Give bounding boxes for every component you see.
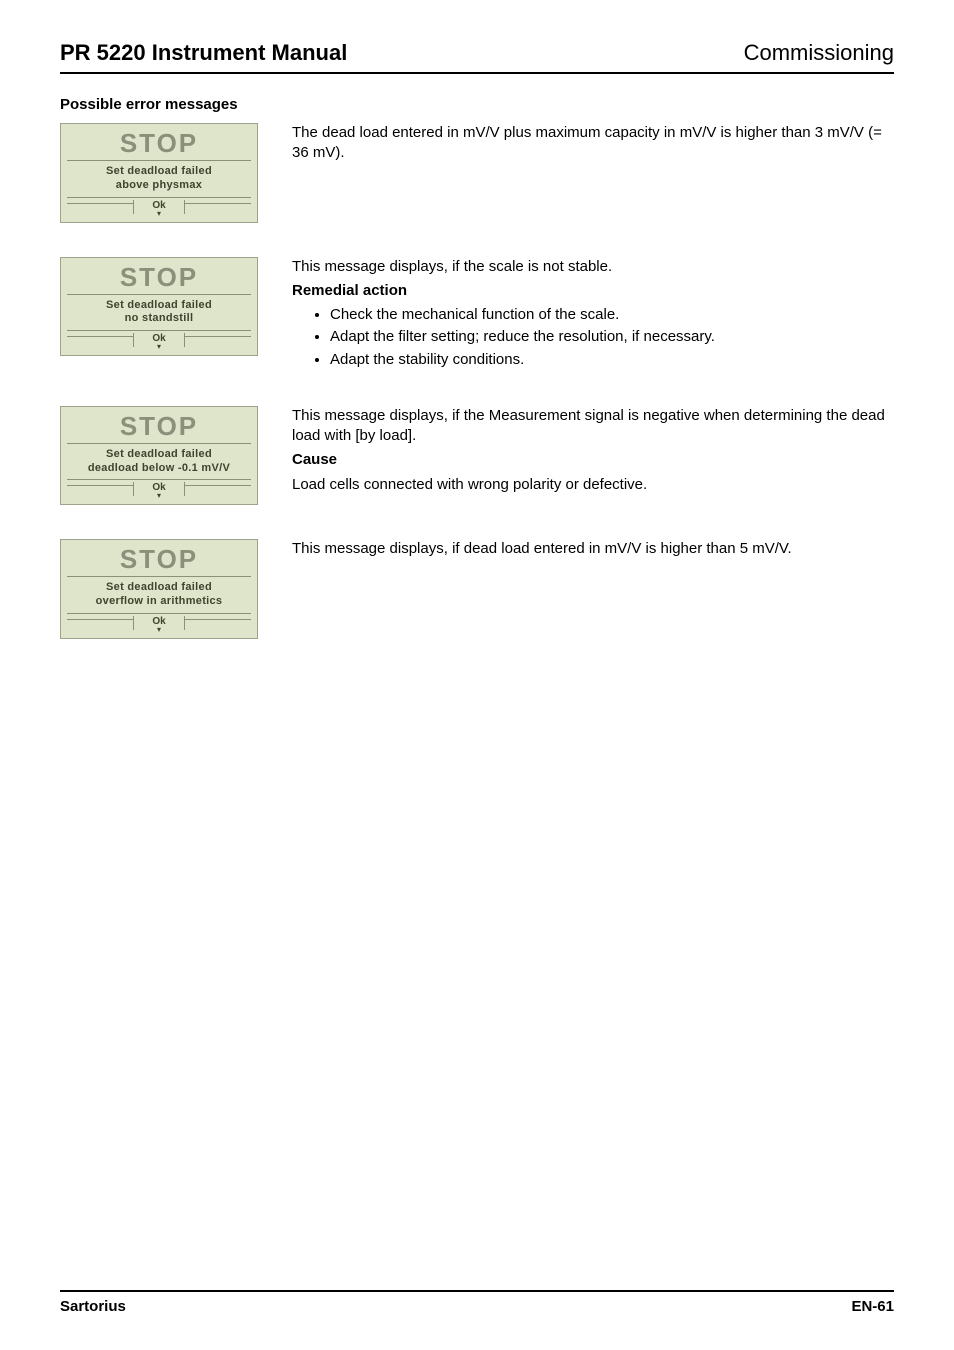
lcd-divider (67, 576, 251, 577)
chevron-down-icon: ▾ (157, 493, 161, 499)
lcd-message-line: above physmax (116, 179, 202, 191)
footer-rule (60, 1290, 894, 1292)
lcd-divider (67, 197, 251, 198)
lcd-softkey-row: Ok ▾ (67, 333, 251, 351)
page-header: PR 5220 Instrument Manual Commissioning (60, 40, 894, 74)
error-subhead: Cause (292, 450, 894, 470)
lcd-stop-label: STOP (61, 130, 257, 158)
lcd-panel: STOP Set deadload failed no standstill O… (60, 257, 258, 357)
footer-row: Sartorius EN-61 (60, 1298, 894, 1315)
lcd-divider (67, 613, 251, 614)
lcd-message-line: Set deadload failed (106, 448, 212, 460)
error-row: STOP Set deadload failed deadload below … (60, 406, 894, 506)
error-text: This message displays, if dead load ente… (292, 539, 894, 559)
cause-text: Load cells connected with wrong polarity… (292, 475, 894, 495)
lcd-divider (67, 330, 251, 331)
error-panel-col: STOP Set deadload failed no standstill O… (60, 257, 270, 357)
error-text: This message displays, if the scale is n… (292, 257, 894, 277)
ok-softkey[interactable]: Ok ▾ (133, 200, 185, 214)
footer-page: EN-61 (851, 1298, 894, 1315)
lcd-softkey-row: Ok ▾ (67, 482, 251, 500)
chevron-down-icon: ▾ (157, 344, 161, 350)
lcd-softkey-row: Ok ▾ (67, 200, 251, 218)
error-row: STOP Set deadload failed overflow in ari… (60, 539, 894, 639)
lcd-message: Set deadload failed deadload below -0.1 … (61, 446, 257, 478)
lcd-stop-label: STOP (61, 413, 257, 441)
section-title: Possible error messages (60, 96, 894, 113)
error-panel-col: STOP Set deadload failed deadload below … (60, 406, 270, 506)
ok-softkey[interactable]: Ok ▾ (133, 482, 185, 496)
error-panel-col: STOP Set deadload failed above physmax O… (60, 123, 270, 223)
lcd-message: Set deadload failed above physmax (61, 163, 257, 195)
ok-softkey[interactable]: Ok ▾ (133, 333, 185, 347)
list-item: Adapt the filter setting; reduce the res… (330, 327, 894, 347)
ok-softkey[interactable]: Ok ▾ (133, 616, 185, 630)
error-description: This message displays, if the Measuremen… (270, 406, 894, 499)
lcd-message: Set deadload failed no standstill (61, 297, 257, 329)
error-text: This message displays, if the Measuremen… (292, 406, 894, 447)
lcd-divider (67, 479, 251, 480)
lcd-message-line: Set deadload failed (106, 581, 212, 593)
chevron-down-icon: ▾ (157, 627, 161, 633)
error-text: The dead load entered in mV/V plus maxim… (292, 123, 894, 164)
lcd-stop-label: STOP (61, 264, 257, 292)
error-description: This message displays, if dead load ente… (270, 539, 894, 563)
lcd-message-line: overflow in arithmetics (96, 595, 223, 607)
lcd-message-line: deadload below -0.1 mV/V (88, 462, 230, 474)
list-item: Adapt the stability conditions. (330, 350, 894, 370)
lcd-stop-label: STOP (61, 546, 257, 574)
lcd-panel: STOP Set deadload failed overflow in ari… (60, 539, 258, 639)
lcd-divider (67, 160, 251, 161)
manual-page: PR 5220 Instrument Manual Commissioning … (0, 0, 954, 1350)
error-row: STOP Set deadload failed above physmax O… (60, 123, 894, 223)
lcd-panel: STOP Set deadload failed deadload below … (60, 406, 258, 506)
lcd-divider (67, 294, 251, 295)
lcd-message: Set deadload failed overflow in arithmet… (61, 579, 257, 611)
lcd-panel: STOP Set deadload failed above physmax O… (60, 123, 258, 223)
page-spacer (60, 673, 894, 1290)
error-panel-col: STOP Set deadload failed overflow in ari… (60, 539, 270, 639)
lcd-message-line: Set deadload failed (106, 299, 212, 311)
lcd-message-line: no standstill (125, 312, 194, 324)
list-item: Check the mechanical function of the sca… (330, 305, 894, 325)
error-description: This message displays, if the scale is n… (270, 257, 894, 372)
remedial-list: Check the mechanical function of the sca… (292, 305, 894, 370)
page-footer: Sartorius EN-61 (60, 1290, 894, 1315)
header-section: Commissioning (744, 40, 894, 66)
lcd-message-line: Set deadload failed (106, 165, 212, 177)
chevron-down-icon: ▾ (157, 211, 161, 217)
error-description: The dead load entered in mV/V plus maxim… (270, 123, 894, 168)
lcd-softkey-row: Ok ▾ (67, 616, 251, 634)
error-subhead: Remedial action (292, 281, 894, 301)
header-title: PR 5220 Instrument Manual (60, 40, 347, 66)
footer-brand: Sartorius (60, 1298, 126, 1315)
error-row: STOP Set deadload failed no standstill O… (60, 257, 894, 372)
lcd-divider (67, 443, 251, 444)
